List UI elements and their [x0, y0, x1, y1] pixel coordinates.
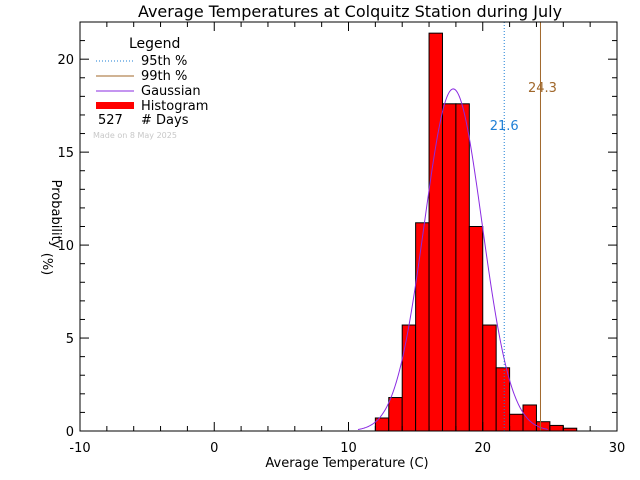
legend-days-label: # Days — [141, 113, 189, 128]
histogram-bar — [522, 404, 537, 432]
legend-entry-label: 99th % — [141, 69, 187, 84]
legend-title: Legend — [129, 36, 180, 52]
legend-swatch-bar — [96, 102, 134, 109]
legend-entry-label: Gaussian — [141, 84, 201, 99]
watermark-text: Made on 8 May 2025 — [93, 131, 177, 140]
y-tick-label: 20 — [57, 53, 74, 68]
x-tick-label: -10 — [69, 441, 90, 456]
histogram-bar — [468, 226, 484, 432]
histogram-bar — [482, 324, 497, 432]
percentile-lines: 21.6 24.3 — [490, 22, 557, 431]
x-tick-label: 10 — [340, 441, 357, 456]
percentile-label: 21.6 — [490, 119, 519, 134]
legend-days-count: 527 — [98, 113, 123, 128]
x-tick-label: 20 — [474, 441, 491, 456]
histogram-bars — [374, 32, 578, 432]
histogram-bar — [401, 324, 417, 432]
histogram-bar — [441, 103, 457, 432]
percentile-label: 24.3 — [528, 81, 557, 96]
legend-entry-label: Histogram — [141, 99, 208, 114]
histogram-bar — [428, 32, 443, 432]
x-tick-label: 0 — [210, 441, 218, 456]
y-tick-label: 10 — [57, 239, 74, 254]
histogram-bar — [509, 413, 524, 432]
chart-title: Average Temperatures at Colquitz Station… — [138, 2, 562, 21]
histogram-bar — [415, 222, 430, 432]
legend-entry-label: 95th % — [141, 54, 187, 69]
histogram-bar — [549, 424, 564, 432]
histogram-bar — [495, 367, 511, 432]
y-axis-label-line1: Probability — [48, 180, 63, 249]
y-axis-label-line2: (%) — [39, 253, 54, 276]
y-tick-label: 15 — [57, 146, 74, 161]
gaussian-curve — [357, 88, 549, 431]
histogram-bar — [455, 103, 470, 432]
x-axis-label: Average Temperature (C) — [265, 456, 428, 471]
y-tick-label: 0 — [66, 425, 74, 440]
histogram-bar — [388, 397, 403, 432]
y-tick-label: 5 — [66, 332, 74, 347]
x-tick-label: 30 — [609, 441, 626, 456]
gaussian-layer — [357, 88, 549, 431]
